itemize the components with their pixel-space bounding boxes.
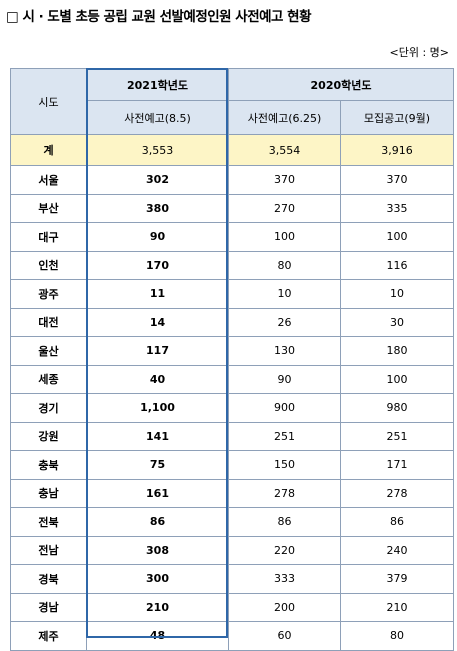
value-2021-cell: 170 [86,250,229,280]
value-2021-cell: 48 [86,621,229,651]
value-2021-cell: 161 [86,478,229,508]
region-cell: 제주 [10,621,87,651]
value-2020-recruit-cell: 30 [339,307,455,337]
value-2021-cell: 380 [86,193,229,223]
region-cell: 전북 [10,507,87,537]
table-row: 충북 75 150 171 [10,450,455,480]
table-row: 경남 210 200 210 [10,592,455,622]
region-cell: 전남 [10,535,87,565]
total-row: 계 3,553 3,554 3,916 [10,134,455,166]
value-2021-cell: 141 [86,421,229,451]
value-2020-recruit-cell: 335 [339,193,455,223]
value-2020-pre-cell: 26 [228,307,341,337]
table-row: 전남 308 220 240 [10,535,455,565]
region-cell: 경남 [10,592,87,622]
region-cell: 충남 [10,478,87,508]
region-cell: 울산 [10,336,87,366]
table-row: 광주 11 10 10 [10,279,455,309]
value-2020-pre-cell: 86 [228,507,341,537]
region-cell: 강원 [10,421,87,451]
value-2021-cell: 11 [86,279,229,309]
total-2021: 3,553 [86,134,229,166]
table-row: 대구 90 100 100 [10,222,455,252]
value-2020-recruit-cell: 171 [339,450,455,480]
unit-label: <단위 : 명> [389,46,450,59]
header-year-2020: 2020학년도 [227,68,455,101]
value-2021-cell: 14 [86,307,229,337]
table-row: 서울 302 370 370 [10,165,455,195]
table-row: 세종 40 90 100 [10,364,455,394]
value-2021-cell: 117 [86,336,229,366]
region-cell: 충북 [10,450,87,480]
value-2020-pre-cell: 130 [228,336,341,366]
region-cell: 대구 [10,222,87,252]
value-2021-cell: 210 [86,592,229,622]
value-2020-pre-cell: 370 [228,165,341,195]
table-row: 제주 48 60 80 [10,621,455,651]
document-title: □ 시 · 도별 초등 공립 교원 선발예정인원 사전예고 현황 [6,9,312,25]
region-cell: 서울 [10,165,87,195]
table-row: 전북 86 86 86 [10,507,455,537]
value-2020-pre-cell: 200 [228,592,341,622]
value-2021-cell: 40 [86,364,229,394]
region-cell: 인천 [10,250,87,280]
value-2021-cell: 308 [86,535,229,565]
region-cell: 경기 [10,393,87,423]
value-2020-recruit-cell: 100 [339,222,455,252]
value-2020-recruit-cell: 980 [339,393,455,423]
value-2021-cell: 90 [86,222,229,252]
value-2020-pre-cell: 150 [228,450,341,480]
header-2020-pre-notice: 사전예고(6.25) [228,100,341,135]
value-2020-recruit-cell: 10 [339,279,455,309]
value-2021-cell: 302 [86,165,229,195]
value-2020-pre-cell: 90 [228,364,341,394]
value-2020-recruit-cell: 278 [339,478,455,508]
header-year-2021: 2021학년도 [86,68,229,101]
header-2021-pre-notice: 사전예고(8.5) [86,100,229,135]
value-2020-pre-cell: 60 [228,621,341,651]
region-cell: 부산 [10,193,87,223]
value-2020-recruit-cell: 100 [339,364,455,394]
table-row: 대전 14 26 30 [10,307,455,337]
region-cell: 광주 [10,279,87,309]
total-2020-recruit: 3,916 [339,134,455,166]
region-cell: 경북 [10,564,87,594]
value-2020-recruit-cell: 251 [339,421,455,451]
recruitment-table: 시도 2021학년도 2020학년도 사전예고(8.5) 사전예고(6.25) … [10,68,455,651]
value-2020-recruit-cell: 370 [339,165,455,195]
value-2020-pre-cell: 251 [228,421,341,451]
table-row: 경기 1,100 900 980 [10,393,455,423]
value-2020-pre-cell: 333 [228,564,341,594]
total-2020-pre: 3,554 [228,134,341,166]
value-2020-pre-cell: 900 [228,393,341,423]
value-2021-cell: 75 [86,450,229,480]
value-2021-cell: 1,100 [86,393,229,423]
value-2020-recruit-cell: 240 [339,535,455,565]
table-row: 경북 300 333 379 [10,564,455,594]
total-label: 계 [10,134,87,166]
value-2020-pre-cell: 278 [228,478,341,508]
value-2021-cell: 86 [86,507,229,537]
value-2020-recruit-cell: 379 [339,564,455,594]
value-2021-cell: 300 [86,564,229,594]
header-region: 시도 [10,68,87,135]
table-row: 강원 141 251 251 [10,421,455,451]
header-2020-recruit-notice: 모집공고(9월) [339,100,455,135]
value-2020-pre-cell: 270 [228,193,341,223]
value-2020-recruit-cell: 86 [339,507,455,537]
value-2020-pre-cell: 80 [228,250,341,280]
table-row: 충남 161 278 278 [10,478,455,508]
value-2020-recruit-cell: 180 [339,336,455,366]
value-2020-recruit-cell: 210 [339,592,455,622]
table-row: 인천 170 80 116 [10,250,455,280]
value-2020-recruit-cell: 80 [339,621,455,651]
value-2020-pre-cell: 220 [228,535,341,565]
table-row: 부산 380 270 335 [10,193,455,223]
table-row: 울산 117 130 180 [10,336,455,366]
region-cell: 대전 [10,307,87,337]
region-cell: 세종 [10,364,87,394]
value-2020-pre-cell: 100 [228,222,341,252]
value-2020-recruit-cell: 116 [339,250,455,280]
value-2020-pre-cell: 10 [228,279,341,309]
